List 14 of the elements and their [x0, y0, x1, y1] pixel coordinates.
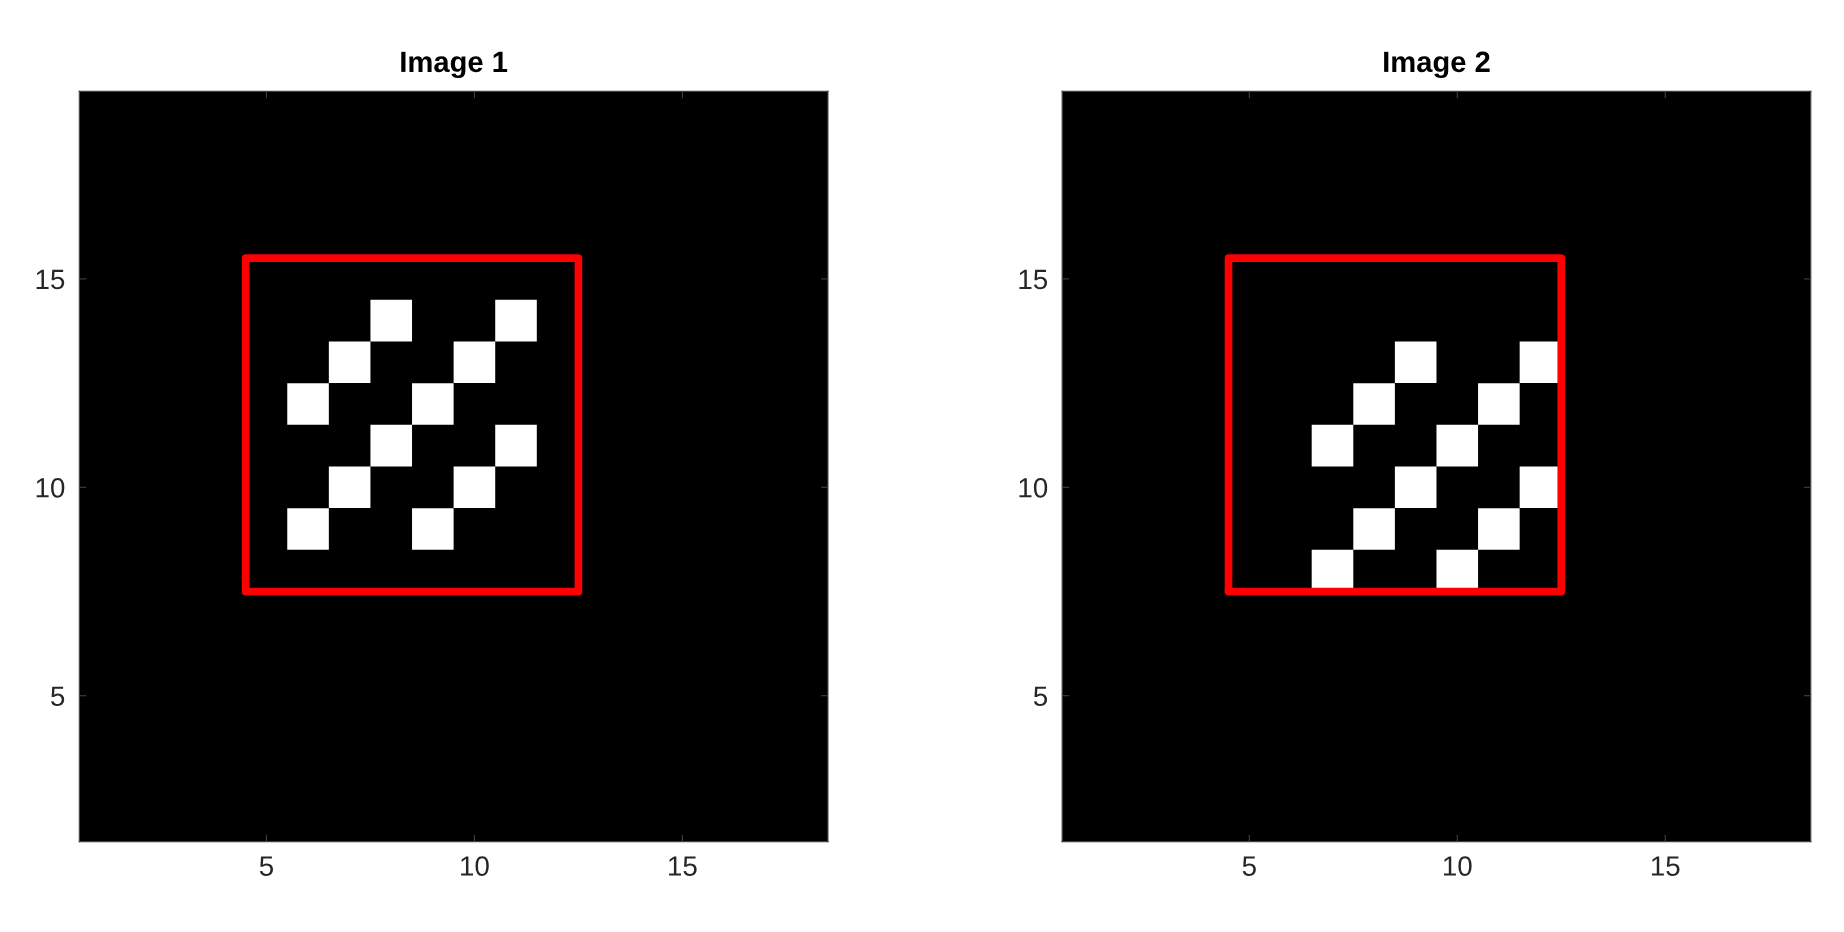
x-tick-label: 5 — [259, 856, 274, 876]
chart-title: Image 1 — [401, 51, 508, 79]
y-tick-label: 10 — [36, 477, 65, 498]
x-tick-label: 15 — [1651, 856, 1680, 876]
y-tick-label: 5 — [1033, 686, 1048, 707]
y-tick-label: 15 — [1019, 269, 1048, 290]
y-tick-label: 5 — [51, 686, 65, 707]
y-tick-label: 15 — [36, 269, 65, 290]
chart-title: Image 2 — [1384, 51, 1490, 79]
y-tick-label: 10 — [1019, 477, 1048, 498]
x-tick-label: 15 — [669, 856, 697, 876]
x-tick-label: 10 — [1443, 856, 1472, 876]
x-tick-label: 10 — [461, 856, 489, 876]
x-tick-label: 5 — [1242, 856, 1256, 876]
